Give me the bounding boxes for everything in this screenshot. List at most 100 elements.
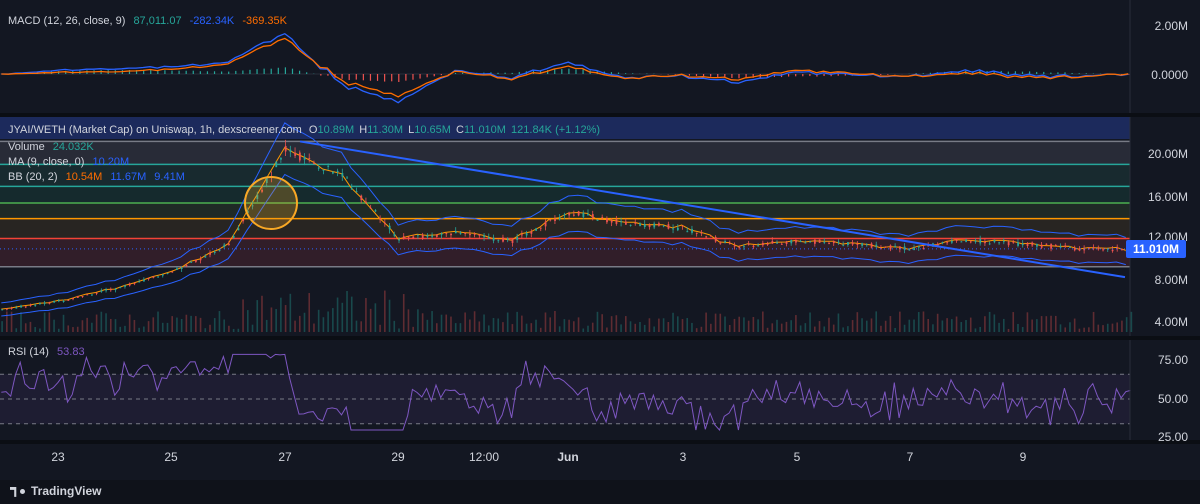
volume-bar bbox=[43, 312, 46, 332]
candle-body bbox=[662, 225, 665, 227]
macd-hist-bar bbox=[667, 74, 669, 75]
volume-bar bbox=[894, 327, 896, 332]
volume-bar bbox=[818, 321, 821, 332]
candle-body bbox=[204, 256, 207, 258]
rsi-legend-value: 53.83 bbox=[57, 346, 85, 358]
volume-bar bbox=[436, 323, 438, 332]
candle-body bbox=[171, 271, 174, 273]
candle-body bbox=[1092, 247, 1095, 249]
macd-legend[interactable]: MACD (12, 26, close, 9) 87,011.07 -282.3… bbox=[8, 15, 292, 27]
volume-legend[interactable]: Volume 24.032K bbox=[8, 141, 99, 153]
ma-legend-value: 10.20M bbox=[92, 156, 130, 168]
volume-bar bbox=[752, 316, 755, 332]
volume-bar bbox=[620, 324, 622, 332]
candle-body bbox=[946, 242, 949, 244]
volume-bar bbox=[917, 312, 920, 332]
candle-body bbox=[15, 307, 18, 309]
macd-hist-bar bbox=[263, 68, 265, 74]
candle-body bbox=[143, 279, 145, 282]
macd-hist-bar bbox=[128, 69, 131, 74]
volume-bar bbox=[478, 321, 481, 332]
volume-bar bbox=[988, 311, 991, 332]
candle-body bbox=[719, 242, 722, 244]
candle-body bbox=[190, 261, 193, 263]
volume-bar bbox=[454, 323, 457, 332]
volume-bar bbox=[256, 300, 259, 332]
main-legend[interactable]: JYAI/WETH (Market Cap) on Uniswap, 1h, d… bbox=[8, 124, 605, 136]
volume-bar bbox=[724, 316, 726, 332]
fib-zone bbox=[0, 218, 1130, 239]
volume-bar bbox=[398, 328, 400, 332]
macd-hist-bar bbox=[185, 70, 187, 74]
time-label-3: 3 bbox=[679, 450, 687, 464]
candle-body bbox=[1111, 249, 1114, 252]
candle-body bbox=[365, 201, 367, 203]
macd-hist-bar bbox=[277, 67, 279, 74]
volume-bar bbox=[109, 318, 112, 332]
volume-bar bbox=[506, 312, 509, 332]
candle-body bbox=[242, 218, 245, 222]
candle-body bbox=[629, 224, 632, 226]
macd-hist-bar bbox=[433, 74, 435, 77]
macd-hist-bar bbox=[568, 68, 570, 74]
candle-body bbox=[100, 290, 103, 292]
symbol-title[interactable]: JYAI/WETH (Market Cap) on Uniswap, 1h, d… bbox=[8, 124, 302, 136]
macd-hist-bar bbox=[717, 74, 719, 77]
volume-bar bbox=[884, 320, 887, 332]
volume-bar bbox=[440, 314, 443, 332]
candle-body bbox=[350, 188, 353, 190]
volume-bar bbox=[128, 314, 131, 332]
candle-body bbox=[974, 241, 977, 243]
volume-bar bbox=[1021, 327, 1024, 332]
candle-body bbox=[138, 281, 141, 283]
time-label-7: 7 bbox=[906, 450, 914, 464]
legend-band bbox=[0, 117, 1130, 139]
volume-bar bbox=[1106, 323, 1109, 332]
volume-bar bbox=[847, 326, 849, 332]
volume-bar bbox=[294, 320, 296, 332]
volume-bar bbox=[790, 320, 792, 332]
pane-separator-macd[interactable] bbox=[0, 113, 1200, 117]
volume-bar bbox=[672, 312, 674, 332]
bb-legend-name: BB (20, 2) bbox=[8, 171, 58, 183]
candle-body bbox=[58, 300, 60, 302]
tradingview-logo[interactable]: TradingView bbox=[10, 484, 101, 498]
volume-bar bbox=[1125, 317, 1128, 332]
volume-bar bbox=[700, 326, 703, 332]
macd-hist-bar bbox=[391, 74, 393, 82]
candle-body bbox=[1007, 241, 1010, 246]
macd-hist-bar bbox=[929, 72, 931, 74]
volume-bar bbox=[1054, 315, 1057, 332]
macd-hist-bar bbox=[816, 74, 818, 77]
price-axis-label-20m: 20.00M bbox=[1147, 147, 1188, 161]
volume-bar bbox=[596, 311, 599, 332]
volume-bar bbox=[393, 320, 396, 332]
volume-bar bbox=[828, 317, 830, 332]
volume-bar bbox=[577, 317, 580, 332]
volume-bar bbox=[350, 296, 353, 332]
candle-body bbox=[535, 228, 538, 231]
volume-bar bbox=[346, 290, 348, 332]
macd-hist-bar bbox=[539, 70, 542, 74]
rsi-legend[interactable]: RSI (14) 53.83 bbox=[8, 346, 90, 358]
candle-body bbox=[384, 222, 386, 224]
ma-legend[interactable]: MA (9, close, 0) 10.20M bbox=[8, 156, 134, 168]
bb-legend[interactable]: BB (20, 2) 10.54M 11.67M 9.41M bbox=[8, 171, 190, 183]
macd-hist-bar bbox=[745, 74, 747, 78]
candle-body bbox=[757, 245, 760, 247]
volume-bar bbox=[464, 312, 466, 332]
bb-upper-line bbox=[1, 122, 1126, 304]
candle-body bbox=[785, 241, 788, 244]
candle-body bbox=[157, 276, 160, 278]
macd-hist-bar bbox=[192, 70, 194, 74]
volume-bar bbox=[412, 326, 414, 332]
candle-body bbox=[469, 233, 471, 236]
pane-separator-rsi[interactable] bbox=[0, 336, 1200, 340]
volume-bar bbox=[1130, 311, 1133, 332]
volume-bar bbox=[209, 324, 211, 332]
price-axis-label-8m: 8.00M bbox=[1154, 273, 1188, 287]
volume-bar bbox=[218, 311, 221, 332]
macd-hist-bar bbox=[837, 74, 839, 76]
candle-body bbox=[261, 189, 263, 192]
